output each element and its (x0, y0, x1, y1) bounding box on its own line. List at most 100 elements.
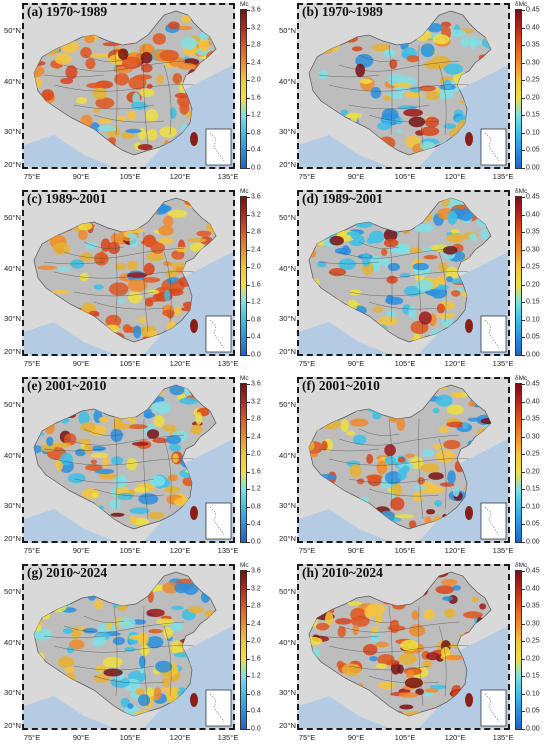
mc-blob (351, 46, 363, 52)
mc-blob (60, 452, 73, 466)
latitude-label: 40°N (279, 638, 296, 647)
mc-blob (358, 324, 377, 332)
mc-blob (83, 698, 102, 706)
mc-blob (196, 230, 212, 237)
mc-blob (139, 43, 155, 57)
mc-blob (418, 584, 429, 596)
mc-blob (87, 587, 97, 601)
mc-blob (310, 214, 326, 228)
mc-blob (318, 122, 334, 135)
mc-blob (36, 300, 51, 313)
mc-blob (441, 646, 451, 658)
mc-blob (471, 576, 480, 584)
mc-blob (82, 627, 98, 634)
mc-blob (118, 38, 138, 45)
mc-blob (425, 385, 439, 390)
colorbar-tick-label: 3.2 (251, 24, 261, 32)
sea-area (299, 135, 389, 167)
mc-blob (78, 229, 88, 241)
mc-blob (85, 58, 96, 70)
colorbar-tick-label: 0.25 (526, 450, 540, 458)
mc-blob (103, 400, 119, 406)
mc-blob (109, 410, 130, 416)
mc-blob (121, 131, 136, 139)
mc-blob (200, 236, 213, 245)
mc-blob (323, 685, 334, 698)
mc-blob (318, 69, 329, 80)
fault-line (348, 478, 430, 484)
mc-blob (209, 617, 216, 631)
mc-blob (131, 441, 149, 446)
mc-blob (69, 327, 84, 334)
mc-blob (349, 464, 362, 478)
latitude-label: 30°N (279, 314, 296, 323)
colorbar-tickmark (522, 524, 525, 526)
mc-blob (383, 49, 396, 58)
colorbar-tick-label: 3.6 (251, 567, 261, 575)
mc-blob (152, 33, 166, 45)
mc-blob (462, 256, 483, 267)
mc-blob (390, 497, 405, 511)
mc-blob (399, 30, 412, 39)
mc-blob (44, 420, 55, 435)
mc-blob (187, 238, 207, 243)
mc-blob (102, 42, 120, 47)
mc-blob (50, 215, 64, 226)
mc-blob (156, 618, 174, 626)
colorbar-tickmark (247, 419, 250, 421)
mc-blob (354, 218, 374, 228)
mc-blob (316, 260, 327, 268)
longitude-label: 90°E (347, 172, 365, 181)
mc-blob (366, 474, 383, 481)
mc-blob (101, 407, 109, 414)
mc-blob (135, 208, 143, 216)
colorbar-title: Mc (240, 188, 249, 195)
fault-line (143, 231, 149, 333)
colorbar-tick-label: 2.4 (251, 433, 261, 441)
fault-line (73, 104, 155, 110)
mc-blob (369, 147, 383, 155)
fault-line (163, 251, 172, 323)
fault-line (338, 621, 460, 633)
latitude-label: 30°N (279, 501, 296, 510)
mc-blob (423, 60, 440, 69)
longitude-label: 135°E (492, 733, 514, 742)
mc-blob (350, 607, 366, 622)
colorbar-tickmark (522, 571, 525, 572)
mc-blob (195, 67, 209, 74)
mc-blob (470, 636, 480, 642)
mc-blob (482, 431, 491, 445)
map-canvas (299, 384, 508, 541)
mc-blob (97, 125, 117, 132)
mc-blob (112, 422, 131, 430)
mc-blob (57, 656, 75, 669)
latitude-label: 40°N (279, 264, 296, 273)
mc-blob (418, 85, 436, 92)
mc-blob (152, 204, 172, 213)
mc-blob (66, 412, 76, 418)
mc-blob (175, 266, 191, 274)
latitude-label: 50°N (279, 213, 296, 222)
colorbar-tickmark (247, 132, 250, 134)
south-china-sea-inset (480, 315, 507, 353)
mc-blob (323, 685, 334, 690)
colorbar-tick-label: 0.15 (526, 672, 540, 680)
mc-blob (403, 108, 423, 117)
mc-blob (40, 444, 55, 452)
mc-blob (70, 501, 84, 507)
mc-blob (110, 149, 125, 155)
mc-blob (481, 36, 491, 49)
mc-blob (34, 41, 44, 52)
mc-blob (325, 688, 336, 698)
mc-blob (340, 490, 347, 499)
mc-blob (80, 47, 92, 59)
mc-blob (373, 403, 385, 410)
colorbar-tickmark (247, 676, 250, 678)
mc-blob (34, 65, 45, 78)
mc-blob (129, 507, 150, 515)
fault-line (388, 605, 393, 697)
mc-blob (90, 53, 111, 58)
colorbar-tick-label: 2.8 (251, 602, 261, 610)
colorbar-tick-label: 1.2 (251, 485, 261, 493)
longitude-label: 135°E (217, 172, 239, 181)
